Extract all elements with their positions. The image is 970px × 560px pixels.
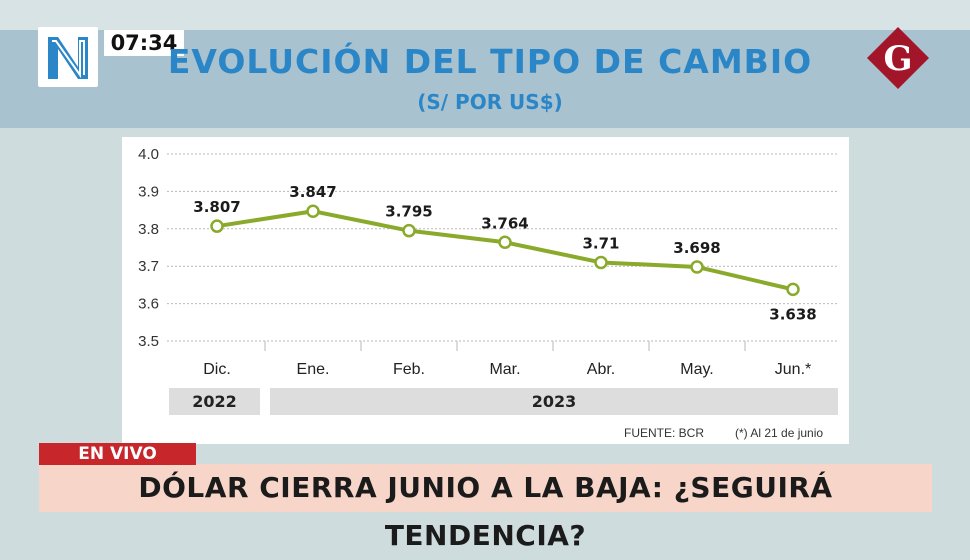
top-strip <box>0 0 970 30</box>
chart-panel: 3.5 3.6 3.7 3.8 3.9 4.0 3.807 3.847 3.795 3.764 3.… <box>122 137 849 444</box>
data-point <box>498 235 512 250</box>
line-chart: 3.5 3.6 3.7 3.8 3.9 4.0 3.807 3.847 3.795 3.764 3.… <box>138 146 838 415</box>
svg-text:G: G <box>883 39 912 79</box>
y-tick-label: 4.0 <box>138 146 159 163</box>
data-point <box>594 255 608 270</box>
y-tick-label: 3.7 <box>138 258 159 275</box>
chart-source: FUENTE: BCR <box>624 426 705 440</box>
data-label: 3.71 <box>582 234 619 252</box>
data-point <box>690 260 704 274</box>
chart-subtitle: (S/ POR US$) <box>417 90 563 114</box>
data-point <box>786 282 800 297</box>
x-tick-label: Feb. <box>393 361 425 378</box>
g-logo-icon: G <box>866 26 930 90</box>
data-point <box>402 223 416 238</box>
year-group-label: 2022 <box>192 392 237 411</box>
data-label: 3.764 <box>481 214 528 232</box>
y-tick-label: 3.6 <box>138 296 159 313</box>
data-label: 3.795 <box>385 203 432 221</box>
x-tick-label: Mar. <box>489 361 520 378</box>
year-group-bar <box>169 388 260 415</box>
n-logo-icon <box>38 27 98 87</box>
data-label: 3.638 <box>769 305 816 323</box>
data-label: 3.807 <box>193 198 240 216</box>
clock: 07:34 <box>104 30 184 56</box>
data-label: 3.698 <box>673 239 720 257</box>
y-tick-label: 3.9 <box>138 183 159 200</box>
live-badge: EN VIVO <box>39 443 196 465</box>
chart-note: (*) Al 21 de junio <box>735 426 824 440</box>
data-point <box>210 219 224 233</box>
year-group-bar <box>270 388 838 415</box>
year-group-label: 2023 <box>532 392 577 411</box>
x-tick-label: Jun.* <box>775 361 811 378</box>
x-tick-label: May. <box>680 361 713 378</box>
headline: DÓLAR CIERRA JUNIO A LA BAJA: ¿SEGUIRÁ T… <box>138 471 833 552</box>
x-tick-label: Abr. <box>587 361 615 378</box>
headline-bar: DÓLAR CIERRA JUNIO A LA BAJA: ¿SEGUIRÁ T… <box>39 464 932 552</box>
x-tick-label: Ene. <box>297 361 330 378</box>
y-tick-label: 3.5 <box>138 333 159 350</box>
data-point <box>306 204 320 218</box>
chart-title: EVOLUCIÓN DEL TIPO DE CAMBIO <box>167 42 813 81</box>
x-tick-label: Dic. <box>203 361 231 378</box>
y-tick-label: 3.8 <box>138 221 159 238</box>
data-label: 3.847 <box>289 183 336 201</box>
